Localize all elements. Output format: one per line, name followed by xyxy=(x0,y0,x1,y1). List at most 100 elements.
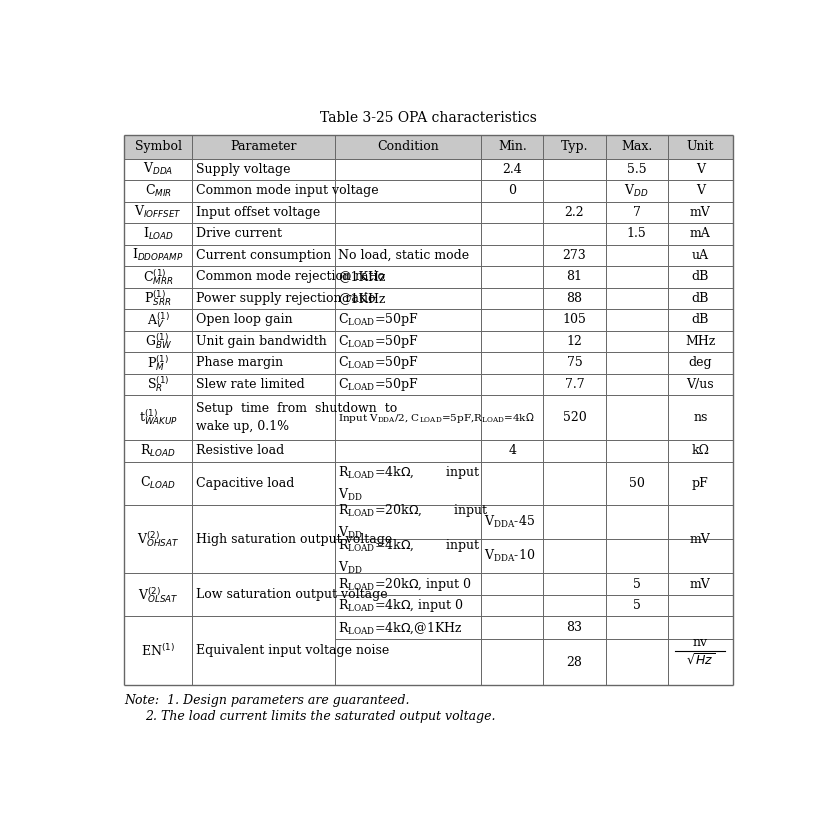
Text: Condition: Condition xyxy=(377,140,439,153)
Text: $\mathregular{V_{DDA}}$-10: $\mathregular{V_{DDA}}$-10 xyxy=(484,548,535,564)
Text: $\mathregular{V}_{IOFFSET}$: $\mathregular{V}_{IOFFSET}$ xyxy=(135,204,182,220)
Text: pF: pF xyxy=(692,477,709,489)
Text: Setup  time  from  shutdown  to
wake up, 0.1%: Setup time from shutdown to wake up, 0.1… xyxy=(196,402,397,433)
Text: Common mode input voltage: Common mode input voltage xyxy=(196,184,378,197)
Text: 1.5: 1.5 xyxy=(627,228,646,240)
Text: uA: uA xyxy=(692,248,709,262)
Text: nv: nv xyxy=(693,636,708,649)
Bar xyxy=(124,309,733,331)
Text: dB: dB xyxy=(691,313,709,327)
Text: $\mathregular{P}_{SRR}^{(1)}$: $\mathregular{P}_{SRR}^{(1)}$ xyxy=(145,288,172,308)
Text: Table 3-25 OPA characteristics: Table 3-25 OPA characteristics xyxy=(320,111,537,125)
Text: 5: 5 xyxy=(633,578,640,591)
Text: $\mathregular{R_{LOAD}}$=4k$\Omega$,        input
$\mathregular{V_{DD}}$: $\mathregular{R_{LOAD}}$=4k$\Omega$, inp… xyxy=(339,464,481,503)
Text: MHz: MHz xyxy=(686,335,716,347)
Text: $\mathregular{R_{LOAD}}$=20k$\Omega$,        input
$\mathregular{V_{DD}}$: $\mathregular{R_{LOAD}}$=20k$\Omega$, in… xyxy=(339,502,489,541)
Bar xyxy=(124,395,733,440)
Text: No load, static mode: No load, static mode xyxy=(339,248,470,262)
Bar xyxy=(124,223,733,244)
Text: mV: mV xyxy=(690,533,711,545)
Text: $\mathregular{R_{LOAD}}$=4k$\Omega$,        input
$\mathregular{V_{DD}}$: $\mathregular{R_{LOAD}}$=4k$\Omega$, inp… xyxy=(339,537,481,576)
Text: 273: 273 xyxy=(563,248,586,262)
Text: $\mathregular{G}_{BW}^{(1)}$: $\mathregular{G}_{BW}^{(1)}$ xyxy=(145,332,171,351)
Text: Equivalent input voltage noise: Equivalent input voltage noise xyxy=(196,644,389,657)
Text: $\mathregular{C_{LOAD}}$=50pF: $\mathregular{C_{LOAD}}$=50pF xyxy=(339,332,420,350)
Bar xyxy=(124,373,733,395)
Text: V: V xyxy=(696,184,705,197)
Bar xyxy=(124,266,733,288)
Bar xyxy=(124,617,733,686)
Bar xyxy=(124,244,733,266)
Text: $\mathregular{P}_{M}^{(1)}$: $\mathregular{P}_{M}^{(1)}$ xyxy=(147,353,169,372)
Text: Capacitive load: Capacitive load xyxy=(196,477,294,489)
Text: Phase margin: Phase margin xyxy=(196,356,283,369)
Text: @1KHz: @1KHz xyxy=(339,270,386,283)
Text: Supply voltage: Supply voltage xyxy=(196,163,290,176)
Text: $\mathregular{C}_{MIR}$: $\mathregular{C}_{MIR}$ xyxy=(145,183,171,199)
Text: $\mathregular{C_{LOAD}}$=50pF: $\mathregular{C_{LOAD}}$=50pF xyxy=(339,376,420,393)
Text: $\mathregular{R_{LOAD}}$=4k$\Omega$, input 0: $\mathregular{R_{LOAD}}$=4k$\Omega$, inp… xyxy=(339,597,465,614)
Bar xyxy=(124,159,733,180)
Text: $\mathregular{I}_{LOAD}$: $\mathregular{I}_{LOAD}$ xyxy=(143,226,174,242)
Text: $\mathregular{I}_{DDOPAMP}$: $\mathregular{I}_{DDOPAMP}$ xyxy=(132,248,184,263)
Text: V: V xyxy=(696,163,705,176)
Text: V/us: V/us xyxy=(686,378,714,391)
Text: Drive current: Drive current xyxy=(196,228,282,240)
Text: 7: 7 xyxy=(633,206,640,219)
Text: 2. The load current limits the saturated output voltage.: 2. The load current limits the saturated… xyxy=(145,711,495,723)
Text: @1KHz: @1KHz xyxy=(339,292,386,305)
Text: 7.7: 7.7 xyxy=(564,378,584,391)
Text: 50: 50 xyxy=(629,477,645,489)
Text: 88: 88 xyxy=(567,292,583,305)
Text: $\mathregular{C_{LOAD}}$=50pF: $\mathregular{C_{LOAD}}$=50pF xyxy=(339,354,420,371)
Text: $\mathregular{R}_{LOAD}$: $\mathregular{R}_{LOAD}$ xyxy=(140,443,176,459)
Text: 2.4: 2.4 xyxy=(502,163,522,176)
Text: $\mathregular{C}_{MRR}^{(1)}$: $\mathregular{C}_{MRR}^{(1)}$ xyxy=(143,267,173,287)
Text: $\mathregular{V}_{OLSAT}^{(2)}$: $\mathregular{V}_{OLSAT}^{(2)}$ xyxy=(138,585,178,605)
Text: 4: 4 xyxy=(508,445,517,457)
Text: Unit: Unit xyxy=(686,140,714,153)
Text: deg: deg xyxy=(689,356,712,369)
Bar xyxy=(124,504,733,573)
Text: Min.: Min. xyxy=(498,140,527,153)
Text: kΩ: kΩ xyxy=(691,445,709,457)
Bar xyxy=(124,180,733,202)
Text: Resistive load: Resistive load xyxy=(196,445,283,457)
Text: $\mathregular{V}_{OHSAT}^{(2)}$: $\mathregular{V}_{OHSAT}^{(2)}$ xyxy=(137,529,179,548)
Text: 0: 0 xyxy=(508,184,517,197)
Text: $\sqrt{Hz}$: $\sqrt{Hz}$ xyxy=(686,652,715,667)
Text: Common mode rejection ratio: Common mode rejection ratio xyxy=(196,270,385,283)
Bar xyxy=(124,331,733,352)
Text: 2.2: 2.2 xyxy=(564,206,584,219)
Bar xyxy=(124,462,733,504)
Text: 105: 105 xyxy=(563,313,586,327)
Text: High saturation output voltage: High saturation output voltage xyxy=(196,533,392,545)
Text: Max.: Max. xyxy=(621,140,652,153)
Text: Typ.: Typ. xyxy=(561,140,589,153)
Text: dB: dB xyxy=(691,292,709,305)
Text: 83: 83 xyxy=(567,622,583,634)
Bar xyxy=(124,135,733,159)
Text: $\mathregular{R_{LOAD}}$=4k$\Omega$,@1KHz: $\mathregular{R_{LOAD}}$=4k$\Omega$,@1KH… xyxy=(339,620,463,636)
Text: dB: dB xyxy=(691,270,709,283)
Bar xyxy=(124,202,733,223)
Text: 520: 520 xyxy=(563,411,586,424)
Text: Symbol: Symbol xyxy=(135,140,181,153)
Bar xyxy=(124,288,733,309)
Bar xyxy=(124,573,733,617)
Text: Parameter: Parameter xyxy=(231,140,297,153)
Text: ns: ns xyxy=(693,411,707,424)
Text: 12: 12 xyxy=(567,335,583,347)
Text: $\mathregular{V_{DDA}}$-45: $\mathregular{V_{DDA}}$-45 xyxy=(484,514,535,530)
Text: $\mathregular{V}_{DD}$: $\mathregular{V}_{DD}$ xyxy=(624,183,649,199)
Text: Power supply rejection ratio: Power supply rejection ratio xyxy=(196,292,375,305)
Text: $\mathregular{R_{LOAD}}$=20k$\Omega$, input 0: $\mathregular{R_{LOAD}}$=20k$\Omega$, in… xyxy=(339,576,472,593)
Text: 81: 81 xyxy=(567,270,583,283)
Text: 5: 5 xyxy=(633,599,640,612)
Text: 5.5: 5.5 xyxy=(627,163,646,176)
Text: $\mathregular{A}_{V}^{(1)}$: $\mathregular{A}_{V}^{(1)}$ xyxy=(146,310,170,330)
Text: Current consumption: Current consumption xyxy=(196,248,331,262)
Text: Input $\mathregular{V_{DDA}}$/2, $\mathregular{C_{LOAD}}$=5pF,$\mathregular{R_{L: Input $\mathregular{V_{DDA}}$/2, $\mathr… xyxy=(338,411,534,425)
Text: mV: mV xyxy=(690,578,711,591)
Text: mA: mA xyxy=(690,228,711,240)
